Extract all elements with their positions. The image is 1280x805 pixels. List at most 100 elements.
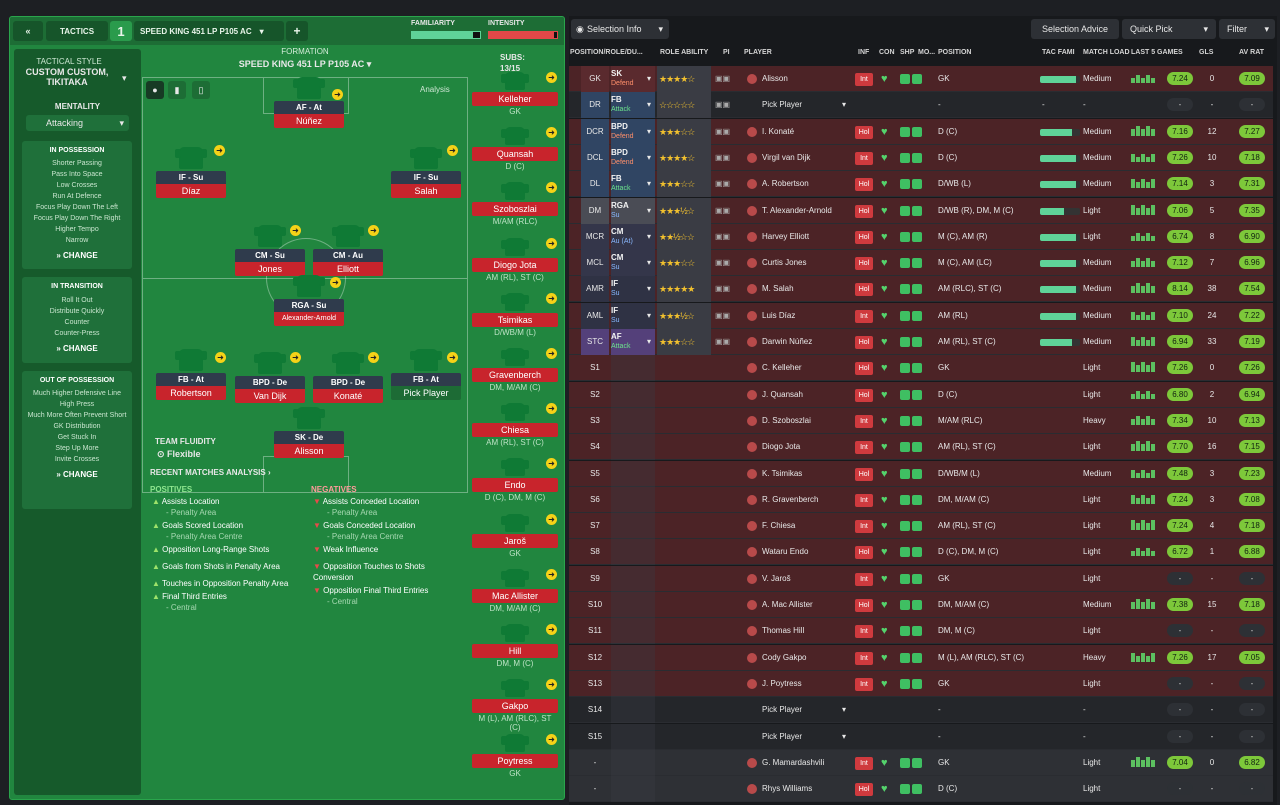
col-tac-fami[interactable]: TAC FAMI	[1042, 49, 1075, 56]
selection-advice-button[interactable]: Selection Advice	[1031, 19, 1119, 39]
pi-icon[interactable]: ▣▣	[715, 337, 731, 346]
recent-matches-title[interactable]: RECENT MATCHES ANALYSIS ›	[150, 468, 271, 477]
chevron-down-icon[interactable]: ▾	[647, 329, 655, 355]
col-con[interactable]: CON	[879, 49, 895, 56]
it-change-button[interactable]: » CHANGE	[56, 344, 98, 353]
pitch-icon[interactable]: ▯	[192, 81, 210, 99]
pi-icon[interactable]: ▣▣	[715, 231, 731, 241]
chevron-down-icon[interactable]: ▾	[647, 92, 655, 119]
pitch-player-dl[interactable]: FB - At Robertson	[156, 349, 226, 400]
pitch-player-stc[interactable]: AF - At Núñez	[274, 77, 344, 128]
pitch-player-gk[interactable]: SK - De Alisson	[274, 407, 344, 458]
row-player-name[interactable]: M. Salah	[762, 284, 794, 294]
row-player-name[interactable]: J. Poytress	[762, 678, 802, 688]
table-row[interactable]: S2 J. Quansah Hol ♥ D (C) Light 6.80 2 6.94	[569, 381, 1273, 408]
row-player-name[interactable]: J. Quansah	[762, 389, 803, 399]
mentality-dropdown[interactable]: Attacking ▾	[26, 115, 129, 131]
row-player-name[interactable]: Luis Díaz	[762, 310, 796, 320]
person-icon[interactable]: ●	[146, 81, 164, 99]
row-player-name[interactable]: F. Chiesa	[762, 521, 796, 531]
pi-icon[interactable]: ▣▣	[715, 100, 731, 110]
table-row[interactable]: S7 F. Chiesa Int ♥ AM (RL), ST (C) Light 7.24 4…	[569, 513, 1273, 540]
col-role-ability[interactable]: ROLE ABILITY	[660, 49, 709, 56]
table-row[interactable]: - Rhys Williams Hol ♥ D (C) Light - - -	[569, 776, 1273, 803]
add-tactic-button[interactable]: +	[286, 21, 308, 41]
sub-player[interactable]: Quansah D (C) ➜	[472, 127, 558, 171]
table-row[interactable]: AML IF Su ▾ ★★★½☆ ▣▣ Luis Díaz Int ♥ AM (RL) Mediu…	[569, 302, 1273, 329]
row-player-name[interactable]: Diogo Jota	[762, 442, 801, 452]
sub-player[interactable]: Diogo Jota AM (RL), ST (C) ➜	[472, 237, 558, 282]
table-row[interactable]: DM RGA Su ▾ ★★★½☆ ▣▣ T. Alexander-Arnold Hol ♥ D/…	[569, 197, 1273, 224]
row-player-name[interactable]: Curtis Jones	[762, 258, 807, 268]
row-player-name[interactable]: I. Konaté	[762, 126, 795, 136]
table-row[interactable]: S14 Pick Player ▾ - - - - -	[569, 697, 1273, 724]
sub-player[interactable]: Szoboszlai M/AM (RLC) ➜	[472, 182, 558, 226]
col-av-rat[interactable]: AV RAT	[1239, 49, 1265, 56]
formation-name[interactable]: SPEED KING 451 LP P105 AC ▾	[142, 59, 468, 70]
chevron-down-icon[interactable]: ▾	[647, 171, 655, 198]
table-row[interactable]: - G. Mamardashvili Int ♥ GK Light 7.04 0 6.82	[569, 749, 1273, 776]
chevron-down-icon[interactable]: ▾	[647, 276, 655, 303]
pitch-player-mcl[interactable]: CM - Su Jones	[235, 225, 305, 276]
pi-icon[interactable]: ▣▣	[715, 74, 731, 83]
row-player-name[interactable]: Rhys Williams	[762, 784, 813, 794]
pi-icon[interactable]: ▣▣	[715, 152, 731, 162]
sub-player[interactable]: Tsimikas D/WB/M (L) ➜	[472, 292, 558, 337]
table-row[interactable]: S6 R. Gravenberch Int ♥ DM, M/AM (C) Light 7.2…	[569, 486, 1273, 513]
col-mo[interactable]: MO...	[918, 49, 936, 56]
tactic-name-dropdown[interactable]: SPEED KING 451 LP P105 AC ▾	[134, 21, 284, 41]
row-player-name[interactable]: A. Robertson	[762, 179, 809, 189]
col-shp[interactable]: SHP	[900, 49, 915, 56]
col-match-load[interactable]: MATCH LOAD	[1083, 49, 1130, 56]
sub-player[interactable]: Hill DM, M (C) ➜	[472, 624, 558, 668]
row-player-name[interactable]: Thomas Hill	[762, 626, 805, 636]
chart-icon[interactable]: ▮	[168, 81, 186, 99]
pi-icon[interactable]: ▣▣	[715, 179, 731, 189]
table-row[interactable]: STC AF Attack ▾ ★★★☆☆ ▣▣ Darwin Núñez Hol ♥ AM (R…	[569, 329, 1273, 355]
chevron-down-icon[interactable]: ▾	[647, 250, 655, 277]
sub-player[interactable]: Gravenberch DM, M/AM (C) ➜	[472, 348, 558, 392]
pitch-player-aml[interactable]: IF - Su Díaz	[156, 147, 226, 198]
table-row[interactable]: S11 Thomas Hill Int ♥ DM, M (C) Light - - -	[569, 618, 1273, 645]
chevron-down-icon[interactable]: ▾	[122, 73, 127, 83]
pitch-player-dcr[interactable]: BPD - De Konaté	[313, 352, 383, 403]
chevron-down-icon[interactable]: ▾	[842, 100, 847, 110]
chevron-down-icon[interactable]: ▾	[647, 302, 655, 329]
pitch-player-dr[interactable]: FB - At Pick Player	[391, 349, 461, 400]
pi-icon[interactable]: ▣▣	[715, 205, 731, 215]
table-row[interactable]: GK SK Defend ▾ ★★★★☆ ▣▣ Alisson Int ♥ GK Medium 7.2…	[569, 66, 1273, 92]
row-player-name[interactable]: Virgil van Dijk	[762, 152, 811, 162]
row-player-name[interactable]: V. Jaroš	[762, 573, 791, 583]
style-value[interactable]: CUSTOM CUSTOM, TIKITAKA	[25, 67, 109, 87]
table-row[interactable]: S5 K. Tsimikas Hol ♥ D/WB/M (L) Medium 7.48 3 7.…	[569, 460, 1273, 487]
row-player-name[interactable]: Cody Gakpo	[762, 652, 807, 662]
chevron-down-icon[interactable]: ▾	[647, 66, 655, 92]
table-row[interactable]: S3 D. Szoboszlai Int ♥ M/AM (RLC) Heavy 7.34 10…	[569, 407, 1273, 434]
quick-pick-button[interactable]: Quick Pick ▾	[1122, 19, 1216, 39]
row-player-name[interactable]: C. Kelleher	[762, 363, 802, 373]
row-player-name[interactable]: Wataru Endo	[762, 547, 809, 557]
row-player-name[interactable]: Darwin Núñez	[762, 337, 813, 346]
row-player-name[interactable]: R. Gravenberch	[762, 494, 819, 504]
row-player-name[interactable]: A. Mac Allister	[762, 600, 813, 609]
sub-player[interactable]: Chiesa AM (RL), ST (C) ➜	[472, 403, 558, 447]
table-row[interactable]: S15 Pick Player ▾ - - - - -	[569, 723, 1273, 750]
table-row[interactable]: S9 V. Jaroš Int ♥ GK Light - - -	[569, 565, 1273, 592]
pitch-player-amr[interactable]: IF - Su Salah	[391, 147, 461, 198]
sub-player[interactable]: Mac Allister DM, M/AM (C) ➜	[472, 568, 558, 613]
col-position-role[interactable]: POSITION/ROLE/DU...	[570, 49, 643, 56]
pitch-player-mcr[interactable]: CM - Au Elliott	[313, 225, 383, 276]
back-button[interactable]: «	[13, 21, 43, 41]
sub-player[interactable]: Kelleher GK ➜	[472, 72, 558, 116]
chevron-down-icon[interactable]: ▾	[647, 144, 655, 171]
table-row[interactable]: S13 J. Poytress Int ♥ GK Light - - -	[569, 670, 1273, 697]
chevron-down-icon[interactable]: ▾	[647, 197, 655, 224]
col-pi[interactable]: PI	[723, 49, 730, 56]
table-row[interactable]: DL FB Attack ▾ ★★★☆☆ ▣▣ A. Robertson Hol ♥ D/WB (…	[569, 171, 1273, 198]
row-player-name[interactable]: D. Szoboszlai	[762, 415, 811, 425]
selection-info-dropdown[interactable]: ◉ Selection Info ▾	[571, 19, 669, 39]
table-row[interactable]: S12 Cody Gakpo Int ♥ M (L), AM (RLC), ST (C)…	[569, 644, 1273, 671]
sub-player[interactable]: Endo D (C), DM, M (C) ➜	[472, 458, 558, 502]
tactic-slot[interactable]: 1	[110, 21, 132, 41]
table-row[interactable]: AMR IF Su ▾ ★★★★★ ▣▣ M. Salah Hol ♥ AM (RLC), ST …	[569, 276, 1273, 303]
